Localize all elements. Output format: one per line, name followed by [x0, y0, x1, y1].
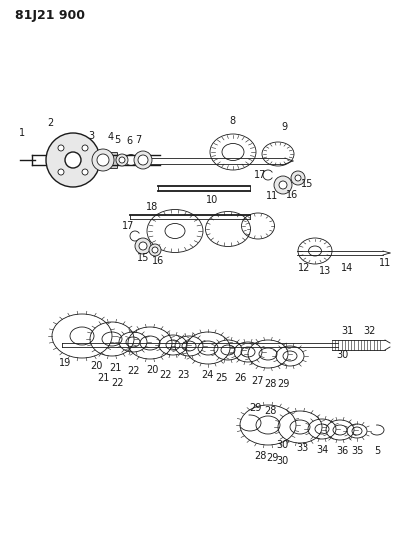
Circle shape [58, 145, 64, 151]
Circle shape [152, 247, 158, 253]
Text: 17: 17 [122, 221, 134, 231]
Circle shape [116, 154, 128, 166]
Text: 20: 20 [146, 365, 158, 375]
Circle shape [279, 181, 287, 189]
Text: 11: 11 [379, 258, 391, 268]
Text: 32: 32 [364, 326, 376, 336]
Text: 18: 18 [146, 202, 158, 212]
Text: 7: 7 [135, 135, 141, 145]
FancyBboxPatch shape [109, 152, 117, 168]
Text: 10: 10 [206, 195, 218, 205]
Text: 20: 20 [90, 361, 102, 371]
Text: 13: 13 [319, 266, 331, 276]
Text: 29: 29 [249, 403, 261, 413]
Text: 29: 29 [277, 379, 289, 389]
Text: 11: 11 [266, 191, 278, 201]
Text: 8: 8 [229, 116, 235, 126]
Text: 28: 28 [264, 379, 276, 389]
Text: 6: 6 [126, 136, 132, 146]
Text: 21: 21 [109, 363, 121, 373]
Text: 5: 5 [374, 446, 380, 456]
Text: 29: 29 [266, 453, 278, 463]
Text: 22: 22 [111, 378, 123, 388]
Text: 19: 19 [59, 358, 71, 368]
Text: 33: 33 [296, 443, 308, 453]
Text: 28: 28 [264, 406, 276, 416]
Text: 9: 9 [281, 122, 287, 132]
Text: 26: 26 [234, 373, 246, 383]
Circle shape [97, 154, 109, 166]
Circle shape [295, 175, 301, 181]
Text: 5: 5 [114, 135, 120, 145]
Text: 36: 36 [336, 446, 348, 456]
Circle shape [92, 149, 114, 171]
Circle shape [82, 169, 88, 175]
Circle shape [138, 155, 148, 165]
Circle shape [58, 169, 64, 175]
Text: 22: 22 [127, 366, 139, 376]
Text: 34: 34 [316, 445, 328, 455]
Text: 35: 35 [352, 446, 364, 456]
Circle shape [149, 244, 161, 256]
Text: 3: 3 [88, 131, 94, 141]
Text: 15: 15 [137, 253, 149, 263]
Text: 25: 25 [216, 373, 228, 383]
Circle shape [134, 151, 152, 169]
Text: 22: 22 [159, 370, 171, 380]
Text: 30: 30 [336, 350, 348, 360]
Text: 14: 14 [341, 263, 353, 273]
Text: 1: 1 [19, 128, 25, 138]
Text: 81J21 900: 81J21 900 [15, 9, 85, 21]
Circle shape [119, 157, 125, 163]
Circle shape [65, 152, 81, 168]
Text: 2: 2 [47, 118, 53, 128]
Text: 21: 21 [97, 373, 109, 383]
Text: 30: 30 [276, 440, 288, 450]
Circle shape [135, 238, 151, 254]
Text: 17: 17 [254, 170, 266, 180]
Text: 27: 27 [251, 376, 263, 386]
Text: 16: 16 [152, 256, 164, 266]
Text: 31: 31 [341, 326, 353, 336]
Circle shape [82, 145, 88, 151]
Circle shape [274, 176, 292, 194]
Text: 12: 12 [298, 263, 310, 273]
Text: 23: 23 [177, 370, 189, 380]
Text: 15: 15 [301, 179, 313, 189]
Text: 16: 16 [286, 190, 298, 200]
Text: 28: 28 [254, 451, 266, 461]
Circle shape [139, 242, 147, 250]
Text: 30: 30 [276, 456, 288, 466]
Circle shape [291, 171, 305, 185]
Circle shape [46, 133, 100, 187]
Text: 24: 24 [201, 370, 213, 380]
Text: 4: 4 [108, 132, 114, 142]
